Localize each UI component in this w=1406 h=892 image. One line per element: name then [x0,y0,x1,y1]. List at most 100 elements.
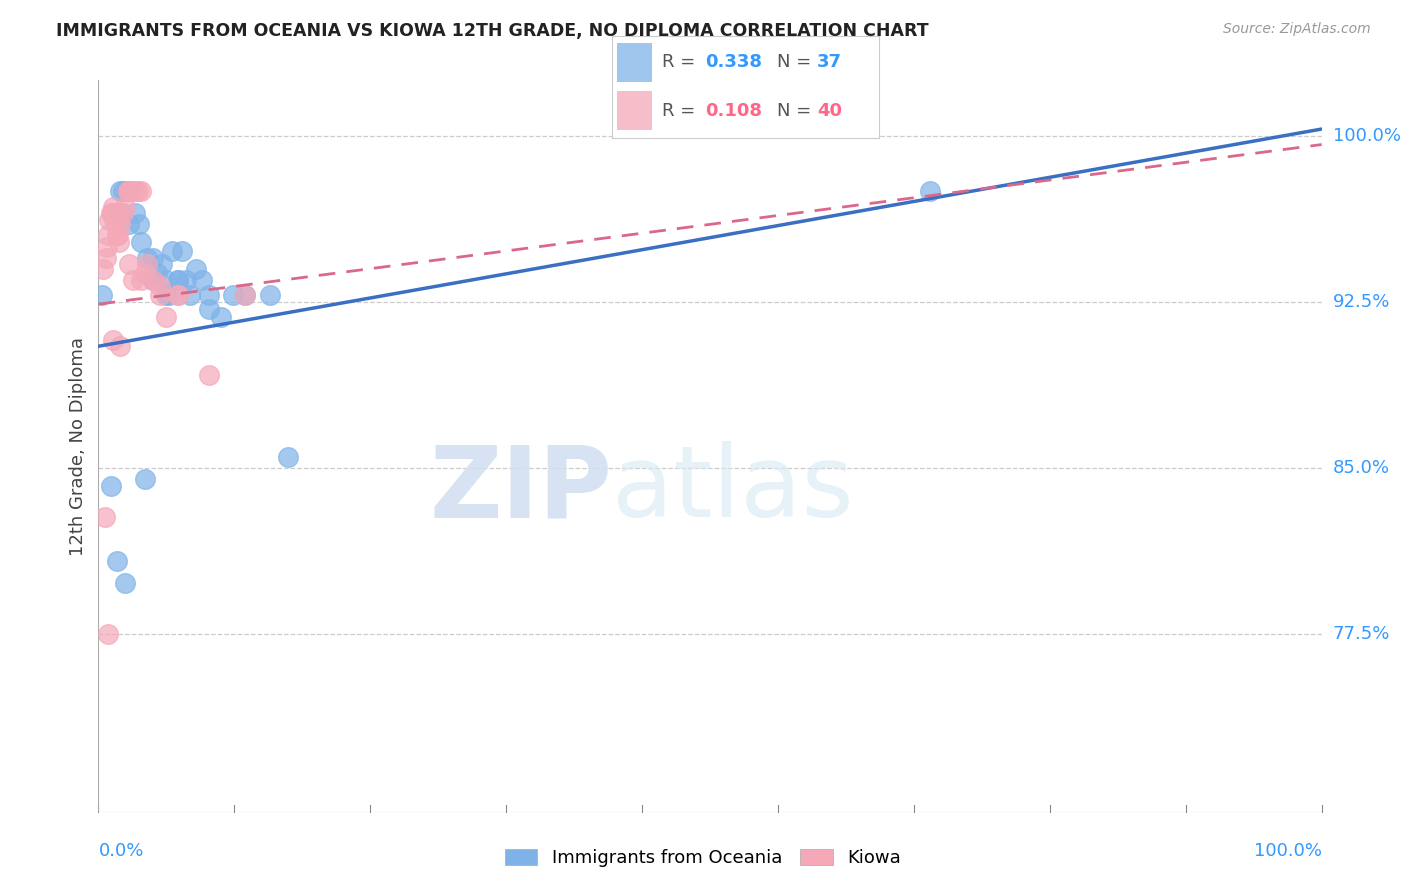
Point [197,301,219,316]
Point [149,288,172,302]
Point [110,218,132,232]
Text: 77.5%: 77.5% [1333,625,1391,643]
Point [186,261,208,276]
Text: atlas: atlas [612,442,853,539]
Point [111,184,134,198]
Text: IMMIGRANTS FROM OCEANIA VS KIOWA 12TH GRADE, NO DIPLOMA CORRELATION CHART: IMMIGRANTS FROM OCEANIA VS KIOWA 12TH GR… [56,22,929,40]
Point [127,184,149,198]
Point [91,288,114,302]
Text: 92.5%: 92.5% [1333,293,1391,311]
Point [160,244,183,258]
Point [167,288,190,302]
Point [167,288,190,302]
Point [179,288,201,302]
Text: 0.338: 0.338 [706,54,762,71]
Point [100,206,122,220]
Point [101,200,124,214]
Point [114,200,136,214]
Point [97,627,120,641]
Point [150,257,173,271]
Point [118,184,141,198]
Point [134,472,156,486]
Point [197,288,219,302]
Point [94,251,117,265]
Point [96,239,118,253]
Point [91,261,114,276]
Point [149,279,172,293]
Point [170,244,193,258]
Point [118,218,141,232]
Point [105,554,128,568]
Point [129,184,152,198]
Point [124,184,146,198]
Point [107,228,129,243]
Point [117,184,139,198]
Point [142,273,165,287]
Point [167,273,190,287]
Point [110,184,132,198]
Point [155,310,177,325]
Point [124,206,146,220]
Text: ZIP: ZIP [429,442,612,539]
Text: 37: 37 [817,54,842,71]
Point [146,266,169,280]
Point [93,510,115,524]
Point [197,368,219,382]
Point [155,288,177,302]
Point [129,273,152,287]
Point [142,273,165,287]
Point [191,273,214,287]
Point [209,310,232,325]
Text: 0.108: 0.108 [706,102,762,120]
Point [136,251,159,265]
Text: 85.0%: 85.0% [1333,459,1389,477]
Point [115,184,138,198]
Point [136,257,159,271]
Text: N =: N = [778,54,817,71]
Text: 100.0%: 100.0% [1254,842,1322,860]
Text: 40: 40 [817,102,842,120]
Point [176,273,198,287]
Point [114,576,136,591]
Point [108,235,131,249]
Legend: Immigrants from Oceania, Kiowa: Immigrants from Oceania, Kiowa [498,841,908,874]
Point [120,184,142,198]
Point [110,206,132,220]
Point [134,266,156,280]
Text: R =: R = [662,102,702,120]
Point [222,288,245,302]
Point [233,288,256,302]
Point [233,288,256,302]
Bar [617,91,652,130]
Point [104,213,127,227]
Point [120,184,142,198]
Bar [617,43,652,82]
Point [920,184,942,198]
Point [105,206,128,220]
Point [121,273,143,287]
Point [118,257,141,271]
Point [101,333,124,347]
Y-axis label: 12th Grade, No Diploma: 12th Grade, No Diploma [69,336,87,556]
Point [155,273,177,287]
Point [167,273,190,287]
Point [110,339,132,353]
Point [105,228,128,243]
Point [128,218,150,232]
Point [111,206,134,220]
Text: R =: R = [662,54,702,71]
Point [97,228,120,243]
Point [142,251,165,265]
Point [98,213,121,227]
Point [277,450,299,464]
Text: N =: N = [778,102,817,120]
Text: 0.0%: 0.0% [98,842,143,860]
Text: Source: ZipAtlas.com: Source: ZipAtlas.com [1223,22,1371,37]
Point [103,213,125,227]
Point [157,288,180,302]
Point [101,206,124,220]
Text: 100.0%: 100.0% [1333,127,1400,145]
Point [100,479,122,493]
Point [129,235,152,249]
Point [259,288,281,302]
